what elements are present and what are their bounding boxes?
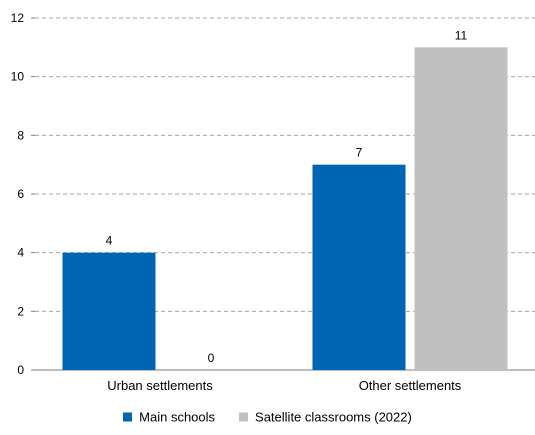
y-tick-label: 8 <box>17 128 24 142</box>
y-tick-label: 6 <box>17 187 24 201</box>
y-tick-label: 2 <box>17 304 24 318</box>
bars <box>63 47 508 370</box>
data-labels: 4 0 7 11 <box>106 28 468 365</box>
data-label: 4 <box>106 234 113 248</box>
bar <box>415 47 508 370</box>
y-axis-ticks: 0 2 4 6 8 10 12 <box>11 11 35 377</box>
y-tick-label: 4 <box>17 246 24 260</box>
y-tick-label: 10 <box>11 70 25 84</box>
bar <box>63 253 156 370</box>
legend-swatch-main-schools <box>123 413 132 422</box>
category-label: Urban settlements <box>107 378 213 393</box>
data-label: 11 <box>455 28 468 42</box>
category-label: Other settlements <box>359 378 462 393</box>
legend-item-satellite-classrooms: Satellite classrooms (2022) <box>239 410 412 425</box>
category-labels: Urban settlements Other settlements <box>107 378 462 393</box>
y-tick-label: 0 <box>17 363 24 377</box>
y-tick-label: 12 <box>11 11 25 25</box>
data-label: 7 <box>356 146 363 160</box>
legend: Main schools Satellite classrooms (2022) <box>0 410 535 425</box>
legend-swatch-satellite-classrooms <box>239 413 248 422</box>
legend-item-main-schools: Main schools <box>123 410 215 425</box>
legend-label-main-schools: Main schools <box>139 410 215 425</box>
bar <box>313 165 406 370</box>
data-label: 0 <box>208 351 215 365</box>
legend-label-satellite-classrooms: Satellite classrooms (2022) <box>255 410 412 425</box>
